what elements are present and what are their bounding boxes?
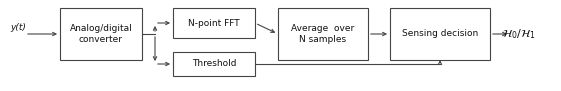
Bar (60, 8, 142, 60)
Text: y(t): y(t) (10, 23, 26, 32)
Text: Average  over
N samples: Average over N samples (291, 24, 355, 44)
Text: N-point FFT: N-point FFT (188, 18, 240, 27)
Bar (173, 52, 255, 76)
Text: Sensing decision: Sensing decision (402, 29, 478, 38)
Text: Threshold: Threshold (192, 60, 236, 69)
Bar (278, 8, 368, 60)
Text: $\mathcal{H}_0/\mathcal{H}_1$: $\mathcal{H}_0/\mathcal{H}_1$ (502, 27, 536, 41)
Text: Analog/digital
converter: Analog/digital converter (70, 24, 132, 44)
Bar (173, 8, 255, 38)
Bar (390, 8, 490, 60)
